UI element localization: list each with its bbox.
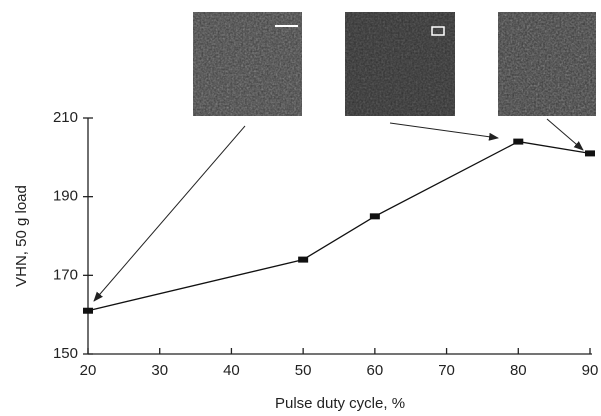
y-axis-label: VHN, 50 g load xyxy=(13,185,30,287)
data-point xyxy=(83,308,93,314)
y-tick-label: 190 xyxy=(53,188,78,205)
x-axis-label: Pulse duty cycle, % xyxy=(275,395,405,412)
data-point xyxy=(370,213,380,219)
x-tick-label: 70 xyxy=(438,362,455,379)
data-line xyxy=(88,142,590,311)
data-point xyxy=(513,139,523,145)
x-tick-label: 40 xyxy=(223,362,240,379)
data-point xyxy=(585,150,595,156)
x-tick-label: 60 xyxy=(367,362,384,379)
x-tick-label: 50 xyxy=(295,362,312,379)
x-tick-label: 20 xyxy=(80,362,97,379)
data-point xyxy=(298,257,308,263)
x-tick-label: 90 xyxy=(582,362,599,379)
y-tick-label: 210 xyxy=(53,109,78,126)
x-tick-label: 80 xyxy=(510,362,527,379)
micrograph xyxy=(193,12,596,116)
y-tick-label: 150 xyxy=(53,345,78,362)
chart: Pulse duty cycle, % VHN, 50 g load 150 17… xyxy=(0,0,601,416)
y-tick-label: 170 xyxy=(53,266,78,283)
x-tick-label: 30 xyxy=(151,362,168,379)
